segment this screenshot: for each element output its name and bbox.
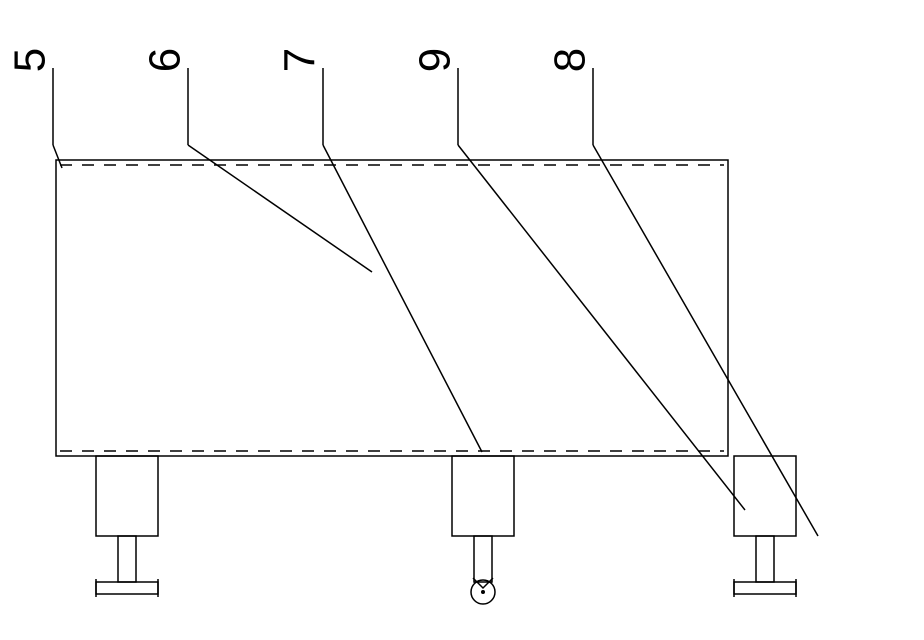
cylinders-group (96, 456, 796, 604)
callout-label: 5 (6, 48, 55, 72)
cylinder-foot-pad (96, 582, 158, 594)
cylinder-foot-pad (734, 582, 796, 594)
callout-label: 6 (141, 48, 190, 72)
cylinder-body (452, 456, 514, 536)
cylinder-assembly (734, 456, 796, 597)
callout-leader-line (593, 145, 818, 536)
cylinder-rod (118, 536, 136, 582)
callout-label: 7 (276, 48, 325, 72)
callout-label: 8 (546, 48, 595, 72)
cylinder-assembly (452, 456, 514, 604)
callout-leaders-group (53, 68, 818, 536)
cylinder-assembly (96, 456, 158, 597)
callout-label: 9 (411, 48, 460, 72)
cylinder-body (96, 456, 158, 536)
cylinder-body (734, 456, 796, 536)
wheel-axle (481, 590, 485, 594)
cylinder-rod (474, 536, 492, 582)
callout-leader-line (188, 145, 372, 272)
callout-leader-line (323, 145, 482, 452)
engineering-diagram: 5 6 7 9 8 (0, 0, 924, 640)
cylinder-rod (756, 536, 774, 582)
callout-labels-group: 5 6 7 9 8 (6, 48, 595, 72)
